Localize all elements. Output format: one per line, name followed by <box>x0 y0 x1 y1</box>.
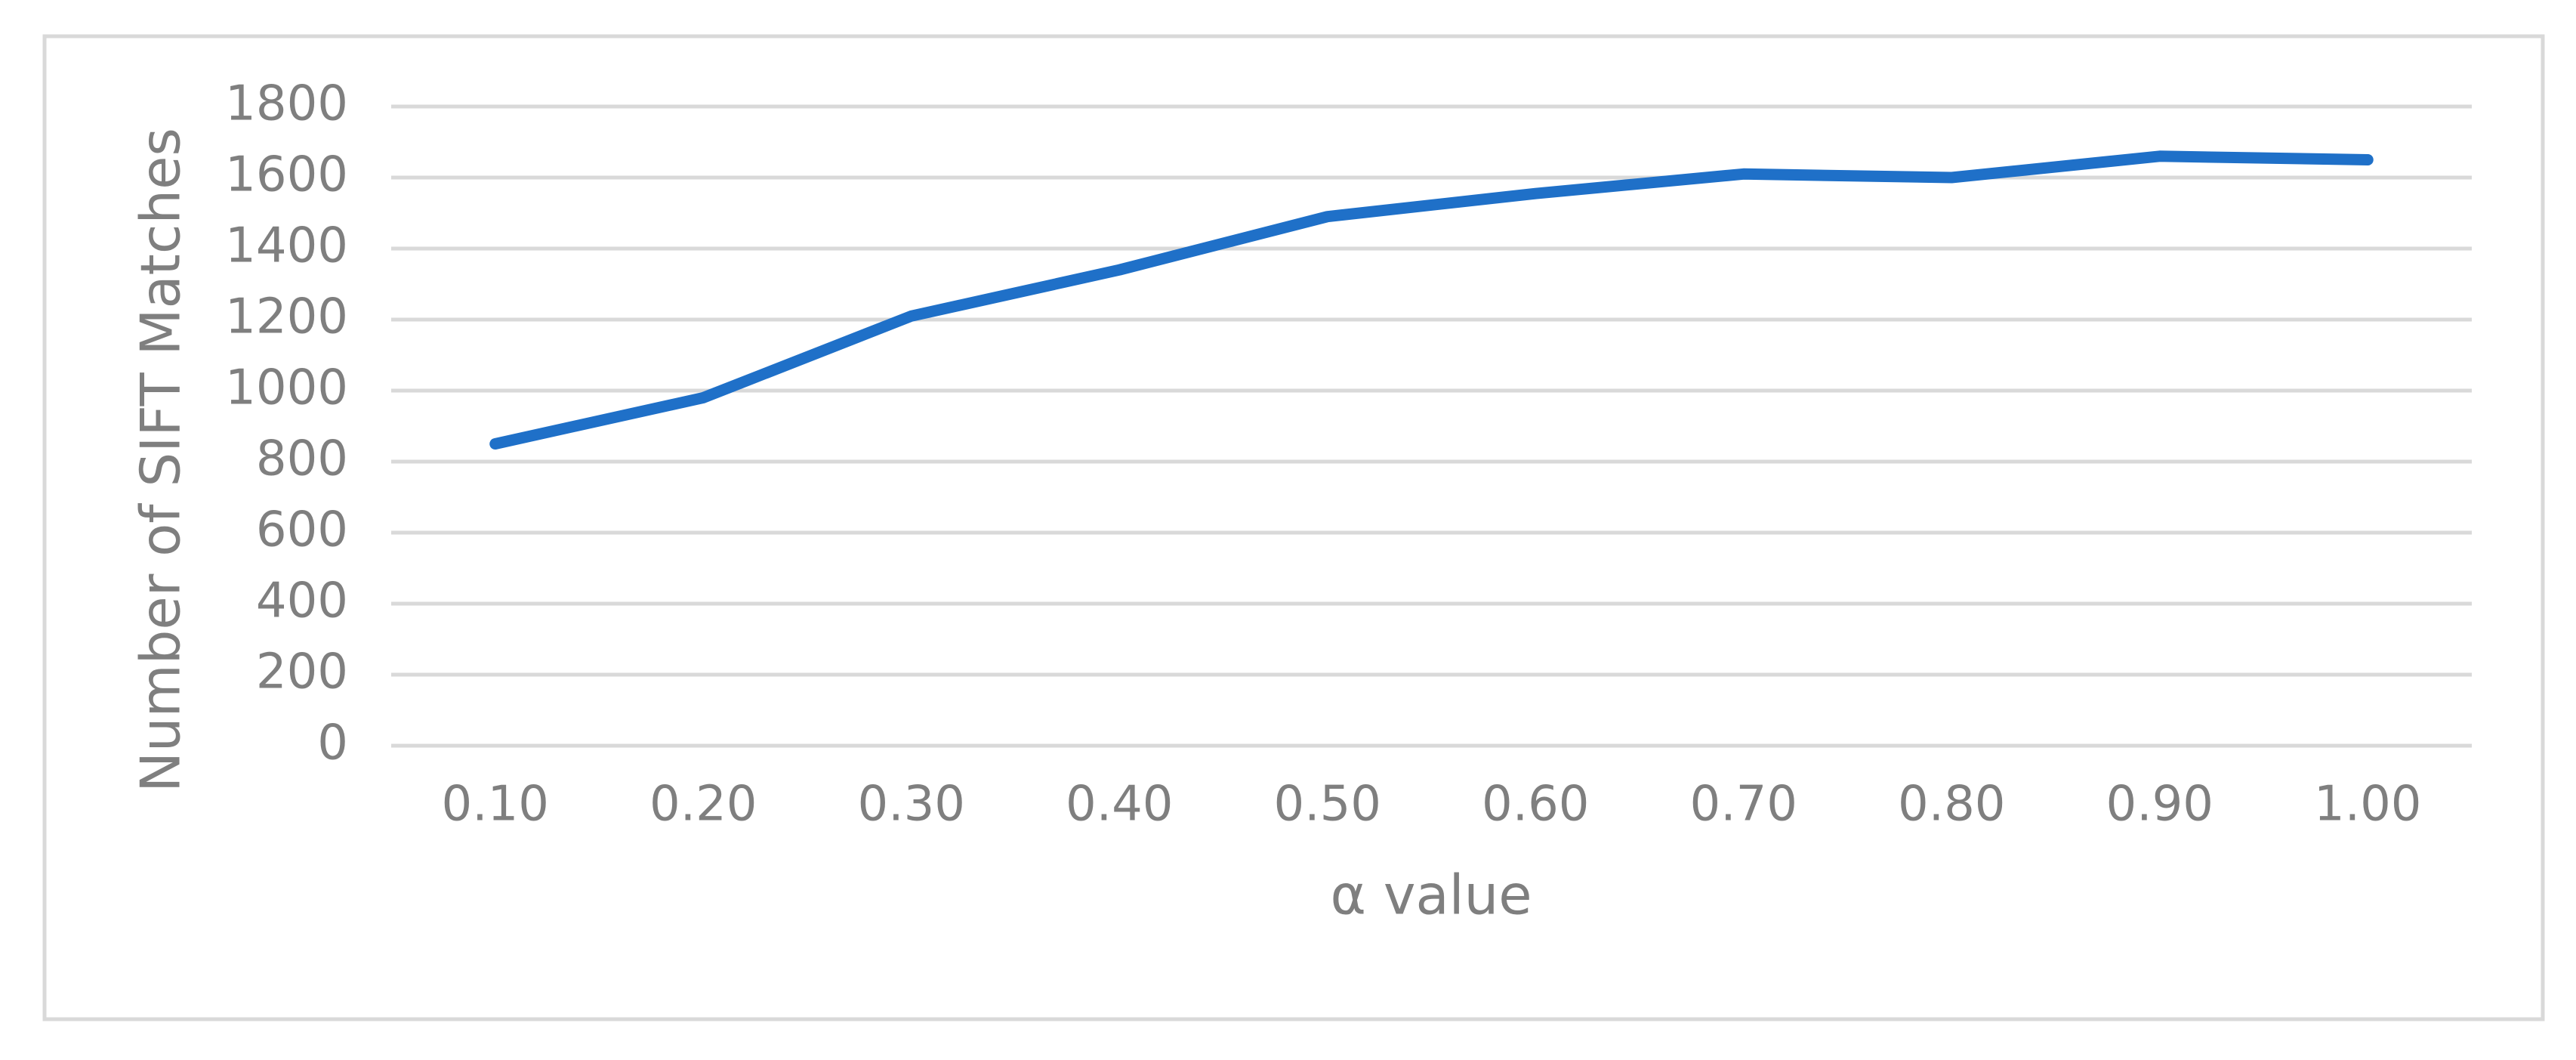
x-tick-label: 0.90 <box>2106 777 2214 833</box>
x-tick-label: 0.50 <box>1274 777 1382 833</box>
x-tick-label: 0.20 <box>649 777 757 833</box>
y-tick-label: 1600 <box>225 147 348 203</box>
x-tick-label: 0.60 <box>1482 777 1590 833</box>
x-tick-label: 0.10 <box>442 777 550 833</box>
y-tick-label: 400 <box>256 573 348 629</box>
x-tick-label: 0.80 <box>1898 777 2006 833</box>
y-tick-label: 1200 <box>225 289 348 345</box>
x-tick-label: 0.70 <box>1690 777 1798 833</box>
y-tick-label: 600 <box>256 502 348 558</box>
y-tick-label: 1000 <box>225 360 348 416</box>
x-tick-label: 1.00 <box>2314 777 2422 833</box>
x-axis-title: α value <box>1330 864 1532 927</box>
chart-border <box>42 34 2545 1021</box>
y-tick-label: 800 <box>256 431 348 487</box>
y-tick-label: 200 <box>256 644 348 700</box>
y-axis-title: Number of SIFT Matches <box>129 128 193 793</box>
x-tick-label: 0.30 <box>858 777 966 833</box>
data-line <box>489 150 2374 450</box>
y-tick-label: 0 <box>317 715 348 771</box>
y-tick-label: 1400 <box>225 218 348 274</box>
x-tick-label: 0.40 <box>1066 777 1174 833</box>
y-tick-label: 1800 <box>225 76 348 132</box>
